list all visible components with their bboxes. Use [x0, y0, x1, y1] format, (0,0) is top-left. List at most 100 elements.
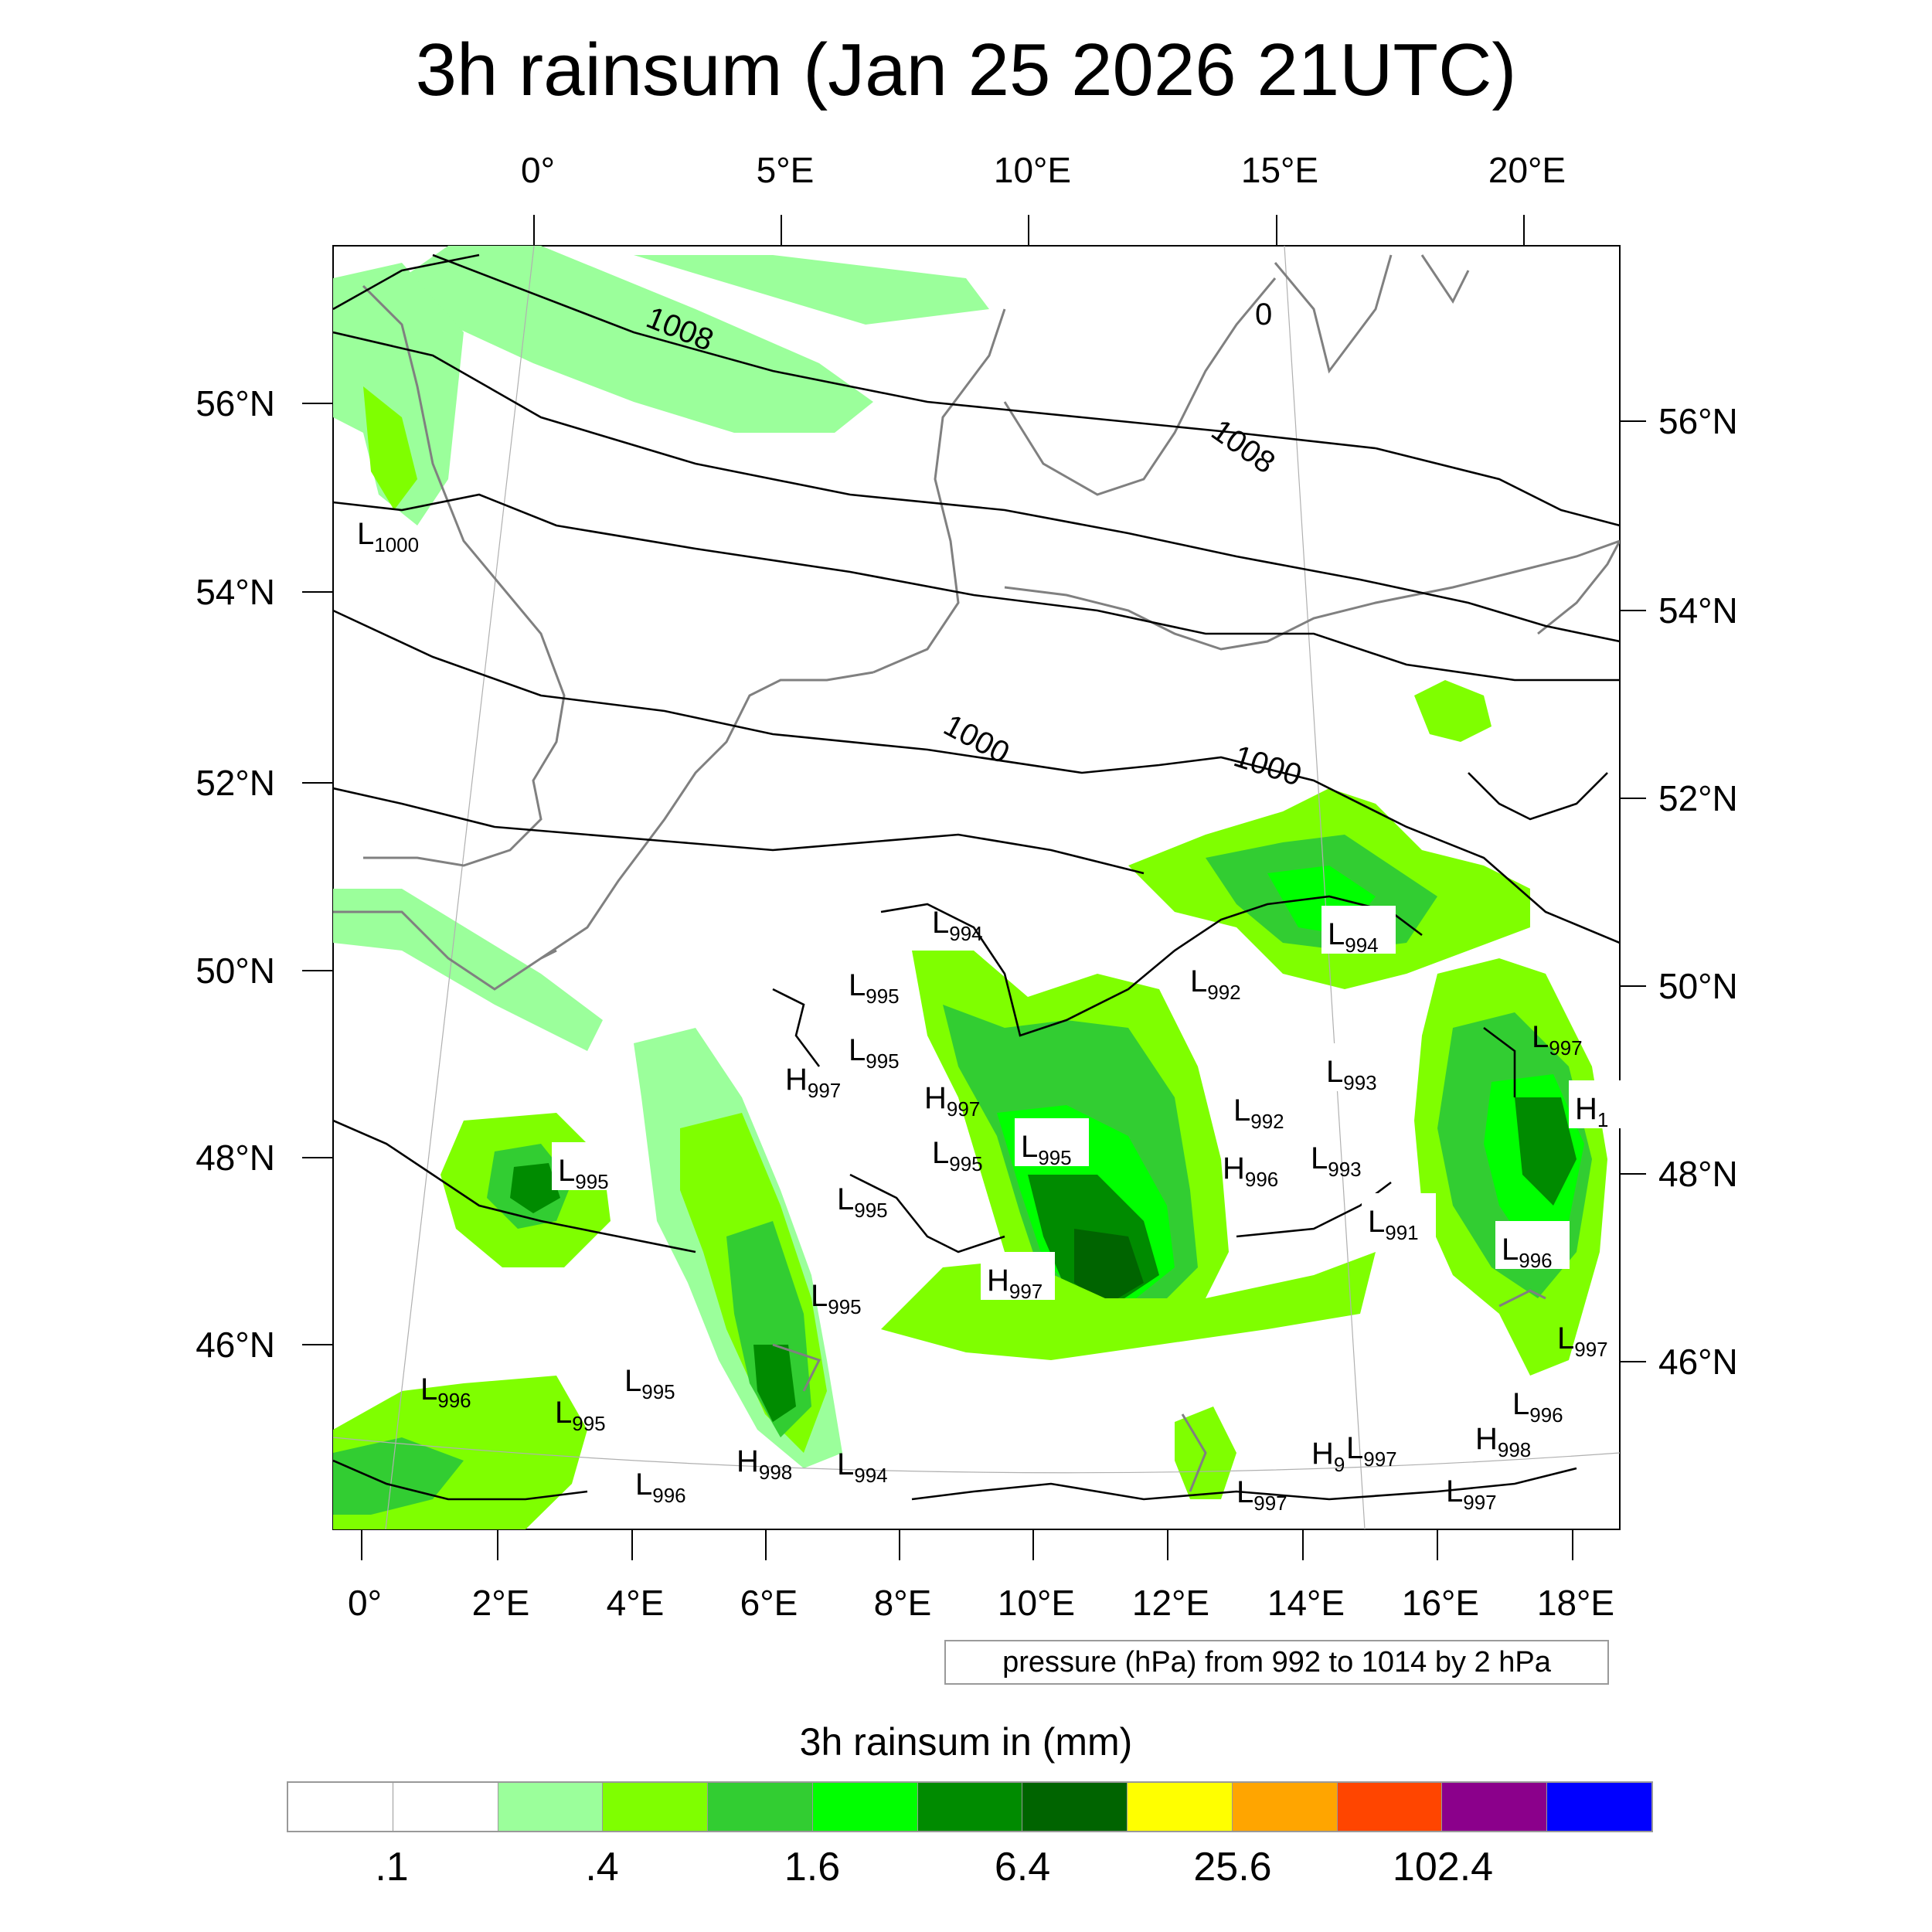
svg-text:L995: L995	[624, 1364, 675, 1403]
high-pressure-center: H9	[1311, 1437, 1345, 1476]
colorbar-swatch	[1232, 1783, 1338, 1831]
low-pressure-center: L997	[1236, 1475, 1287, 1515]
low-pressure-center: L1000	[357, 517, 419, 556]
svg-text:L995: L995	[558, 1154, 609, 1193]
low-pressure-center: L995	[849, 1033, 900, 1073]
svg-text:L997: L997	[1346, 1431, 1397, 1471]
right-lat-label: 54°N	[1658, 590, 1738, 631]
colorbar-swatch	[1442, 1783, 1548, 1831]
left-lat-label: 46°N	[196, 1325, 275, 1365]
colorbar-label: .4	[585, 1845, 619, 1889]
high-pressure-center: H996	[1223, 1151, 1278, 1191]
low-pressure-center: L996	[635, 1468, 686, 1507]
svg-text:L992: L992	[1233, 1094, 1284, 1133]
svg-text:L991: L991	[1368, 1205, 1419, 1244]
svg-text:H1: H1	[1575, 1092, 1608, 1131]
rain-area-baltic	[1414, 680, 1492, 742]
graticule	[333, 246, 1620, 1529]
left-lat-label: 50°N	[196, 951, 275, 991]
page-title: 3h rainsum (Jan 25 2026 21UTC)	[415, 29, 1517, 111]
right-lat-label: 46°N	[1658, 1342, 1738, 1382]
low-pressure-center: L995	[1015, 1118, 1089, 1169]
bottom-lon-label: 4°E	[607, 1583, 665, 1623]
low-pressure-center: L991	[1362, 1193, 1436, 1244]
bottom-lon-label: 6°E	[740, 1583, 798, 1623]
low-pressure-center: L995	[555, 1396, 606, 1435]
isobars	[333, 253, 1620, 1501]
low-pressure-center: L995	[624, 1364, 675, 1403]
left-lat-label: 56°N	[196, 383, 275, 423]
low-pressure-center: L994	[1321, 906, 1396, 957]
high-pressure-center: H997	[924, 1081, 980, 1121]
bottom-lon-label: 16°E	[1402, 1583, 1479, 1623]
low-pressure-center: L992	[1233, 1094, 1284, 1133]
low-pressure-center: L994	[837, 1447, 888, 1487]
low-pressure-center: L995	[811, 1279, 862, 1318]
rain-area-north-sea	[402, 246, 873, 433]
right-lat-label: 50°N	[1658, 966, 1738, 1006]
svg-text:L996: L996	[635, 1468, 686, 1507]
colorbar-swatch	[708, 1783, 813, 1831]
svg-text:L995: L995	[811, 1279, 862, 1318]
low-pressure-center: L993	[1311, 1141, 1362, 1181]
svg-text:H997: H997	[987, 1264, 1043, 1303]
colorbar-label: .1	[375, 1845, 409, 1889]
top-lon-label: 0°	[521, 150, 555, 190]
colorbar-swatch	[1547, 1783, 1651, 1831]
low-pressure-center: L997	[1346, 1431, 1397, 1471]
colorbar-swatch	[1022, 1783, 1128, 1831]
high-pressure-center: H998	[736, 1444, 792, 1484]
svg-text:L997: L997	[1236, 1475, 1287, 1515]
svg-text:H998: H998	[1475, 1422, 1531, 1461]
low-pressure-center: L996	[1495, 1221, 1570, 1272]
svg-text:L997: L997	[1557, 1321, 1608, 1361]
bottom-lon-label: 8°E	[874, 1583, 932, 1623]
high-pressure-center: H997	[981, 1252, 1055, 1303]
rain-area-brittany	[333, 889, 603, 1051]
low-pressure-center: L997	[1557, 1321, 1608, 1361]
svg-text:L997: L997	[1532, 1020, 1583, 1060]
svg-text:L996: L996	[1502, 1233, 1553, 1272]
top-lon-label: 20°E	[1488, 150, 1566, 190]
svg-text:L995: L995	[837, 1182, 888, 1222]
axis-ticks	[302, 215, 1646, 1560]
colorbar-label: 25.6	[1193, 1845, 1272, 1889]
rain-area-north-sea-2	[634, 255, 989, 325]
colorbar-swatch	[812, 1783, 918, 1831]
bottom-lon-label: 12°E	[1132, 1583, 1209, 1623]
rain-area-france-west-max	[510, 1163, 560, 1213]
low-pressure-center: L995	[837, 1182, 888, 1222]
colorbar-swatch	[288, 1783, 393, 1831]
svg-text:H998: H998	[736, 1444, 792, 1484]
colorbar-swatch	[917, 1783, 1023, 1831]
svg-text:L994: L994	[837, 1447, 888, 1487]
high-pressure-center: H997	[785, 1063, 841, 1102]
svg-text:L992: L992	[1190, 964, 1241, 1004]
low-pressure-center: L997	[1532, 1020, 1583, 1060]
svg-text:L993: L993	[1311, 1141, 1362, 1181]
colorbar-title: 3h rainsum in (mm)	[799, 1720, 1133, 1764]
left-lat-label: 52°N	[196, 763, 275, 803]
bottom-lon-label: 18°E	[1537, 1583, 1614, 1623]
top-lon-label: 15°E	[1241, 150, 1318, 190]
high-pressure-center: H1	[1569, 1080, 1643, 1131]
rain-area-uk-streak	[363, 386, 417, 510]
coastlines	[333, 254, 1620, 1492]
low-pressure-center: L997	[1446, 1475, 1497, 1514]
colorbar-swatch	[498, 1783, 604, 1831]
svg-text:L995: L995	[932, 1136, 983, 1175]
bottom-lon-label: 2°E	[472, 1583, 530, 1623]
svg-text:L995: L995	[849, 1033, 900, 1073]
left-lat-label: 48°N	[196, 1138, 275, 1178]
svg-text:L994: L994	[932, 906, 983, 945]
low-pressure-center: L992	[1190, 964, 1241, 1004]
svg-text:L997: L997	[1446, 1475, 1497, 1514]
colorbar-label: 1.6	[784, 1845, 841, 1889]
rain-area-france-band-4	[753, 1345, 796, 1422]
low-pressure-center: L994	[932, 906, 983, 945]
colorbar-swatch	[603, 1783, 709, 1831]
colorbar-swatch	[393, 1783, 498, 1831]
colorbar-label: 102.4	[1392, 1845, 1494, 1889]
